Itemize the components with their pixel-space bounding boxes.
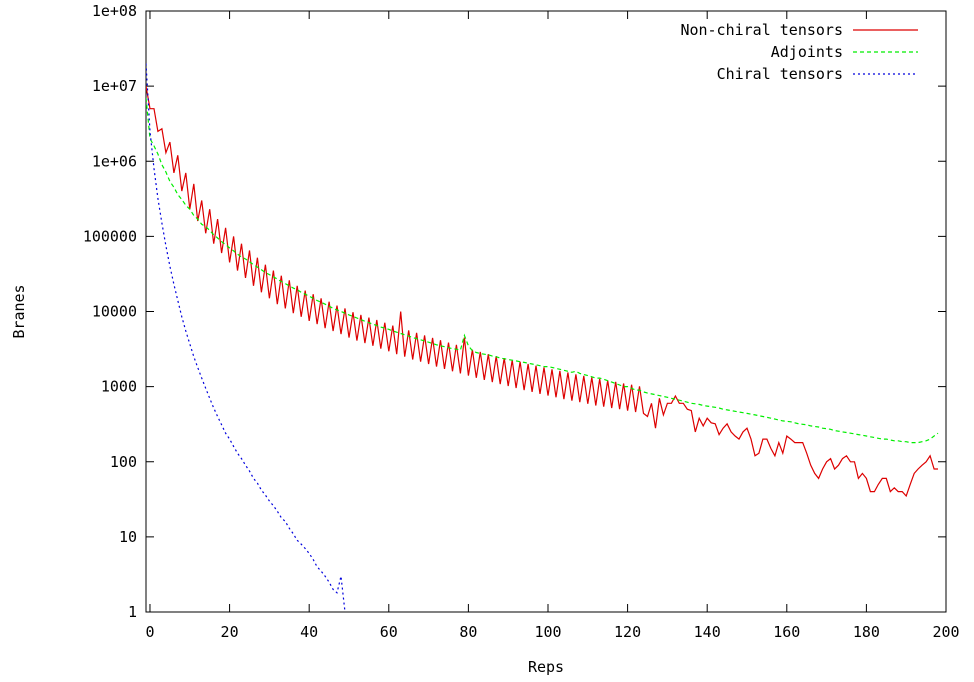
x-tick-label: 140 [694,623,721,641]
x-tick-label: 180 [853,623,880,641]
y-tick-label: 1e+08 [92,2,137,20]
series-layer [146,63,939,612]
legend-label-adjoints: Adjoints [771,43,843,61]
x-tick-label: 60 [380,623,398,641]
x-tick-label: 100 [534,623,561,641]
series-line-chiral-tensors [146,63,346,612]
x-tick-label: 20 [221,623,239,641]
legend-label-chiral-tensors: Chiral tensors [717,65,843,83]
axes-layer: 0 20 40 60 80 100 120 140 160 180 200 1 10 100 1000 100… [83,2,960,641]
y-tick-label: 1000 [101,378,137,396]
x-tick-label: 0 [145,623,154,641]
legend-label-non-chiral-tensors: Non-chiral tensors [680,21,843,39]
y-tick-label: 1e+06 [92,152,137,170]
x-tick-label: 40 [300,623,318,641]
x-axis-label: Reps [528,658,564,676]
y-tick-label: 10000 [92,303,137,321]
legend: Non-chiral tensors Adjoints Chiral tensors [680,21,918,83]
x-tick-label: 200 [932,623,959,641]
y-tick-label: 1e+07 [92,77,137,95]
y-tick-label: 1 [128,603,137,621]
y-tick-label: 100000 [83,227,137,245]
x-tick-label: 160 [773,623,800,641]
y-axis-label: Branes [10,284,28,338]
series-line-non-chiral-tensors [146,85,938,498]
y-tick-label: 10 [119,528,137,546]
x-tick-label: 80 [459,623,477,641]
y-tick-label: 100 [110,453,137,471]
x-tick-label: 120 [614,623,641,641]
